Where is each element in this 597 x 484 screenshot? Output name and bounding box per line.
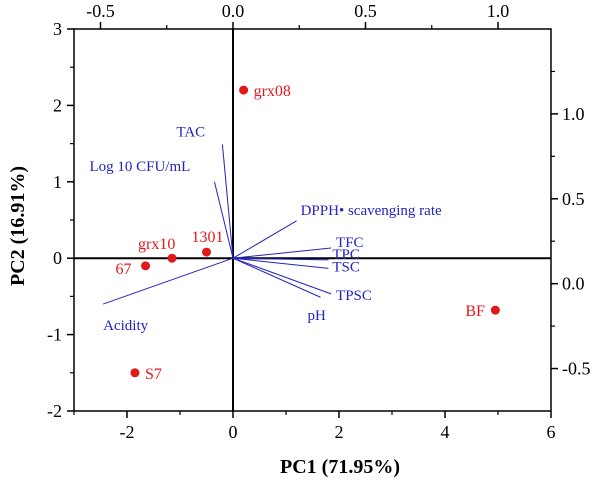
score-point: [202, 247, 211, 257]
loading-vector: [232, 257, 332, 295]
right-tick-label: 1.0: [562, 104, 585, 124]
y-tick-label: 0: [53, 248, 62, 268]
score-label: S7: [145, 366, 162, 383]
right-tick-label: -0.5: [562, 359, 591, 379]
score-point: [239, 85, 249, 95]
loading-label: pH: [307, 308, 326, 324]
top-tick-label: 0.5: [354, 1, 377, 21]
x-tick-label: -2: [120, 422, 135, 442]
right-tick-label: 0.5: [562, 189, 585, 209]
y-tick-label: 2: [53, 95, 62, 115]
loading-vector: [232, 247, 332, 259]
score-label: 1301: [192, 229, 224, 246]
loading-vector: [213, 181, 234, 259]
score-point: [141, 261, 151, 271]
y-tick-label: 3: [53, 19, 62, 39]
loading-label: TAC: [176, 124, 205, 140]
zero-lines: [74, 29, 551, 411]
y-tick-label: -1: [47, 325, 62, 345]
loading-vectors: TAC Log 10 CFU/mL DPPH• scavenging rate TFC…: [89, 124, 442, 334]
x-tick-label: 4: [441, 422, 450, 442]
axes: -2 0 2 4 6 -2 -1 0 1 2 3 -0.5 0.0 0.5 1.0 -0.5 0.0 0.5 1.0: [47, 1, 591, 442]
score-label: 67: [116, 261, 132, 278]
loading-label: TPC: [332, 247, 360, 263]
y-tick-label: 1: [53, 172, 62, 192]
y-tick-label: -2: [47, 401, 62, 421]
top-tick-label: 0.0: [222, 1, 245, 21]
loading-vector: [232, 220, 297, 259]
top-tick-label: -0.5: [86, 1, 115, 21]
loading-vector: [221, 144, 234, 259]
loading-vector: [102, 257, 234, 305]
loading-label: TFC: [336, 235, 364, 251]
loading-label: TPSC: [336, 288, 372, 304]
x-tick-label: 0: [229, 422, 238, 442]
loading-label: TSC: [332, 259, 360, 275]
score-label: grx08: [254, 83, 291, 100]
loading-vector: [232, 257, 329, 261]
score-label: BF: [465, 303, 485, 320]
loading-label: Log 10 CFU/mL: [89, 159, 190, 175]
y-axis-title: PC2 (16.91%): [7, 166, 29, 286]
score-points: grx08 grx10 1301 67 S7 BF: [116, 83, 500, 383]
loading-label: Acidity: [103, 318, 148, 334]
x-tick-label: 6: [547, 422, 556, 442]
score-point: [490, 305, 500, 315]
loading-vector: [232, 257, 329, 269]
loading-label: DPPH• scavenging rate: [301, 203, 442, 219]
right-tick-label: 0.0: [562, 274, 585, 294]
top-tick-label: 1.0: [487, 1, 510, 21]
x-axis-title: PC1 (71.95%): [280, 456, 400, 478]
loading-vector: [232, 257, 321, 298]
plot-frame: [73, 28, 552, 412]
score-point: [130, 368, 140, 378]
x-tick-label: 2: [335, 422, 344, 442]
score-point: [167, 253, 177, 263]
score-label: grx10: [138, 236, 175, 253]
